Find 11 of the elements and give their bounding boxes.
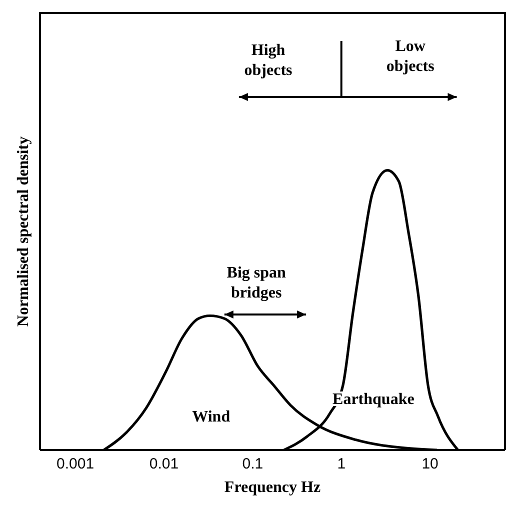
text: Low objects <box>386 38 434 75</box>
x-tick-label: 10 <box>422 456 438 473</box>
x-tick-label: 1 <box>337 456 346 473</box>
x-tick-label: 0.001 <box>56 456 94 473</box>
text: High objects <box>244 42 292 79</box>
y-axis-title: Normalised spectral density <box>15 136 32 327</box>
text: Wind <box>192 408 230 426</box>
x-tick-label: 0.1 <box>242 456 264 473</box>
x-tick-label: 0.01 <box>149 456 179 473</box>
x-axis-title: Frequency Hz <box>224 479 321 496</box>
annotation: Big span bridges <box>226 264 286 302</box>
